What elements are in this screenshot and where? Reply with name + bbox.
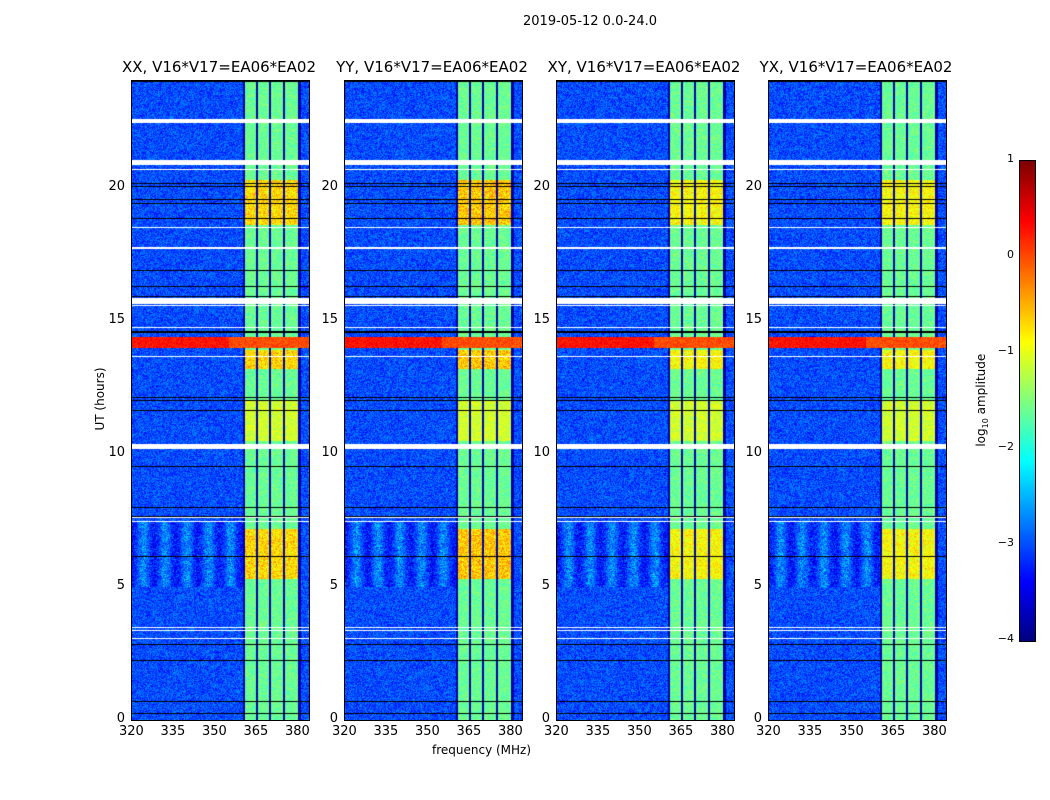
y-tick-label: 10 xyxy=(745,444,762,460)
colorbar-tick-label: −2 xyxy=(997,440,1014,453)
colorbar-tick-label: 1 xyxy=(1007,152,1014,165)
x-tick-label: 365 xyxy=(243,724,269,739)
x-tick-label: 350 xyxy=(414,724,440,739)
y-tick-label: 5 xyxy=(753,577,762,593)
x-tick-label: 350 xyxy=(626,724,652,739)
x-tick-label: 350 xyxy=(201,724,227,739)
heatmap-panel xyxy=(344,80,523,721)
y-tick-label: 0 xyxy=(541,711,550,726)
y-tick-label: 5 xyxy=(541,577,550,593)
colorbar-tick-label: 0 xyxy=(1007,248,1014,261)
x-tick-label: 335 xyxy=(373,724,399,739)
y-tick-label: 15 xyxy=(108,311,125,327)
x-tick-label: 380 xyxy=(921,724,947,739)
colorbar-tick-label: −3 xyxy=(997,536,1014,549)
colorbar xyxy=(1019,160,1036,642)
panel-title: YY, V16*V17=EA06*EA02 xyxy=(336,58,528,76)
x-tick-label: 380 xyxy=(497,724,523,739)
heatmap-panel xyxy=(556,80,735,721)
x-tick-label: 365 xyxy=(668,724,694,739)
x-tick-label: 320 xyxy=(544,724,569,739)
y-tick-label: 20 xyxy=(745,178,762,194)
x-tick-label: 335 xyxy=(797,724,823,739)
figure-title: 2019-05-12 0.0-24.0 xyxy=(523,14,657,29)
x-axis-label: frequency (MHz) xyxy=(432,743,532,757)
y-tick-label: 15 xyxy=(533,311,550,327)
y-tick-label: 20 xyxy=(321,178,338,194)
y-tick-label: 0 xyxy=(329,711,338,726)
heatmap-image xyxy=(345,81,522,720)
colorbar-tick-label: −1 xyxy=(997,344,1014,357)
x-tick-label: 320 xyxy=(756,724,781,739)
x-tick-label: 320 xyxy=(332,724,357,739)
x-tick-label: 350 xyxy=(838,724,864,739)
y-tick-label: 10 xyxy=(108,444,125,460)
y-tick-label: 10 xyxy=(533,444,550,460)
colorbar-tick-label: −4 xyxy=(997,632,1014,645)
panel-title: XY, V16*V17=EA06*EA02 xyxy=(547,58,741,76)
y-tick-label: 5 xyxy=(116,577,125,593)
heatmap-panel xyxy=(768,80,947,721)
y-tick-label: 5 xyxy=(329,577,338,593)
x-tick-label: 380 xyxy=(709,724,735,739)
x-tick-label: 365 xyxy=(880,724,906,739)
y-tick-label: 20 xyxy=(533,178,550,194)
heatmap-image xyxy=(557,81,734,720)
x-tick-label: 335 xyxy=(585,724,611,739)
x-tick-label: 365 xyxy=(456,724,482,739)
panel-title: XX, V16*V17=EA06*EA02 xyxy=(121,58,316,76)
y-tick-label: 15 xyxy=(745,311,762,327)
y-tick-label: 0 xyxy=(753,711,762,726)
heatmap-image xyxy=(132,81,309,720)
x-tick-label: 335 xyxy=(160,724,186,739)
panel-title: YX, V16*V17=EA06*EA02 xyxy=(759,58,953,76)
heatmap-panel xyxy=(131,80,310,721)
y-tick-label: 0 xyxy=(116,711,125,726)
x-tick-label: 320 xyxy=(119,724,144,739)
x-tick-label: 380 xyxy=(284,724,310,739)
y-tick-label: 15 xyxy=(321,311,338,327)
heatmap-image xyxy=(769,81,946,720)
y-tick-label: 20 xyxy=(108,178,125,194)
colorbar-label: log10 amplitude xyxy=(973,353,991,447)
y-axis-label: UT (hours) xyxy=(93,367,107,431)
y-tick-label: 10 xyxy=(321,444,338,460)
